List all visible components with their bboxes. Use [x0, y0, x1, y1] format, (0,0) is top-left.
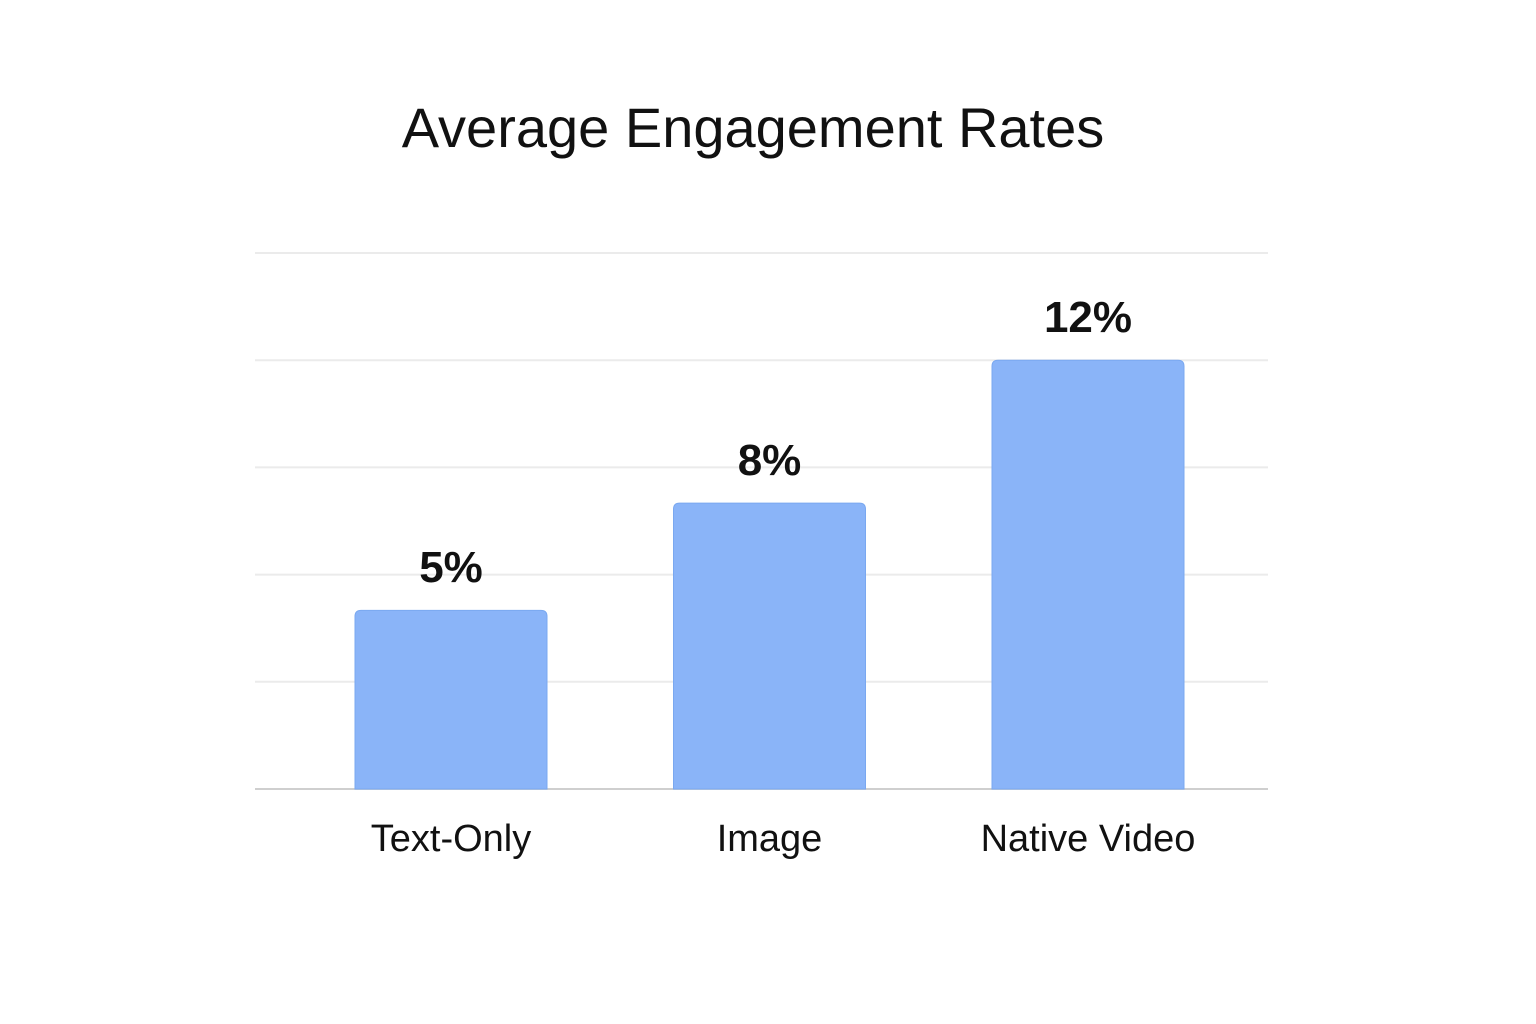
- chart-title: Average Engagement Rates: [402, 96, 1105, 159]
- bar: [354, 609, 548, 790]
- x-tick-label: Native Video: [981, 818, 1196, 860]
- value-label: 5%: [419, 543, 483, 592]
- x-tick-label: Image: [717, 818, 823, 860]
- bar: [673, 502, 866, 790]
- x-tick-label: Text-Only: [371, 818, 531, 860]
- value-label: 12%: [1044, 293, 1132, 342]
- value-label: 8%: [738, 436, 802, 485]
- bar: [991, 359, 1185, 790]
